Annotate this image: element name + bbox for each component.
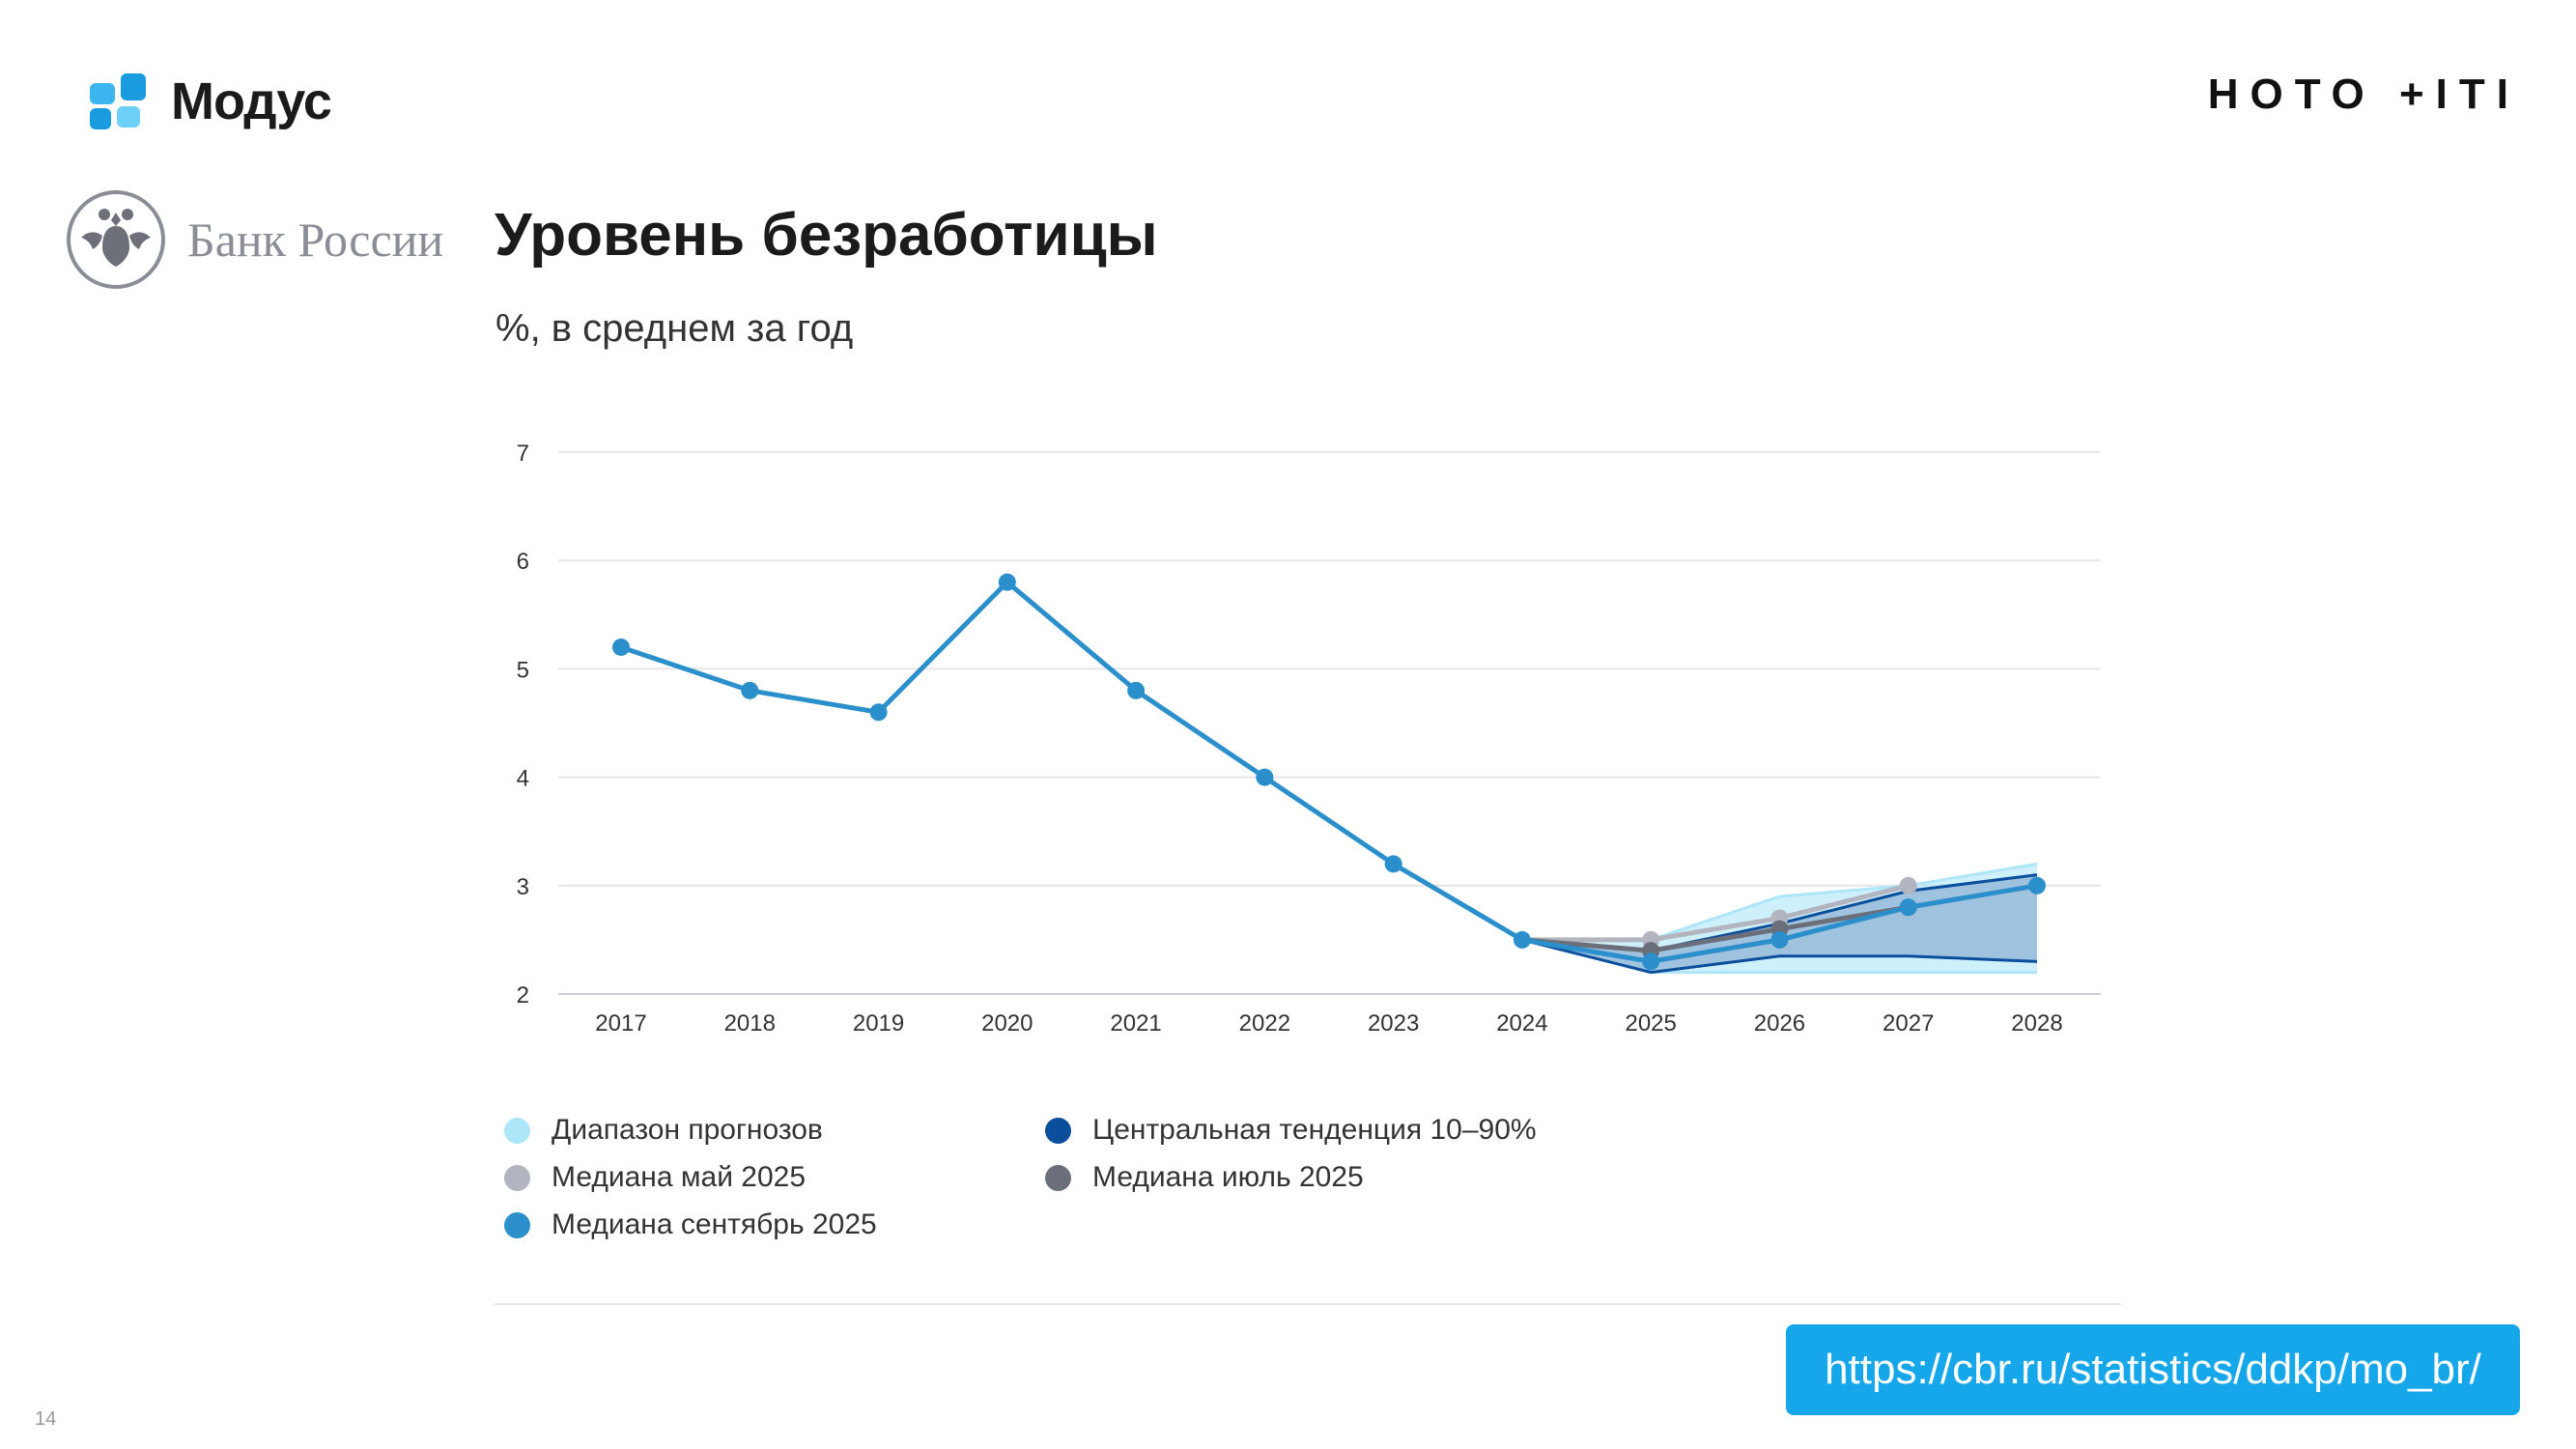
- x-tick-label: 2021: [1110, 1010, 1161, 1037]
- legend-label: Медиана май 2025: [552, 1161, 807, 1193]
- median-september-point: [1899, 898, 1917, 917]
- x-tick-label: 2028: [2011, 1010, 2062, 1037]
- eagle-emblem-icon: [67, 190, 165, 289]
- x-tick-label: 2018: [724, 1010, 776, 1037]
- modus-logo-icon: [90, 73, 146, 129]
- x-tick-label: 2022: [1239, 1010, 1290, 1037]
- central-tendency-band-lower: [1521, 938, 2038, 975]
- brand-name: Модус: [171, 72, 332, 130]
- legend-item-range: Диапазон прогнозов: [504, 1114, 823, 1147]
- median-may-line: [1521, 883, 1910, 943]
- legend-label: Медиана июль 2025: [1092, 1161, 1364, 1193]
- legend-item-central-tendency: Центральная тенденция 10–90%: [1045, 1114, 1537, 1147]
- y-tick-label: 4: [517, 766, 529, 792]
- chart-subtitle: %, в среднем за год: [495, 307, 854, 350]
- median-july-line: [1521, 904, 1910, 953]
- median-september-point: [1384, 855, 1402, 873]
- median-september-point: [1770, 930, 1789, 949]
- divider: [495, 1303, 2121, 1305]
- median-september-point: [1256, 768, 1274, 786]
- legend-swatch-icon: [1045, 1164, 1071, 1191]
- legend-swatch-icon: [1045, 1117, 1071, 1144]
- legend-swatch-icon: [504, 1117, 530, 1144]
- legend-swatch-icon: [504, 1211, 530, 1238]
- legend-label: Центральная тенденция 10–90%: [1092, 1114, 1537, 1146]
- median-september-point: [1642, 952, 1660, 971]
- legend-item-median-may: Медиана май 2025: [504, 1161, 806, 1194]
- legend-item-median-september: Медиана сентябрь 2025: [504, 1208, 877, 1241]
- x-tick-label: 2026: [1754, 1010, 1805, 1037]
- legend-label: Диапазон прогнозов: [552, 1114, 823, 1146]
- bank-of-russia-name: Банк России: [187, 213, 444, 267]
- median-september-point: [998, 573, 1016, 591]
- median-september-point: [1513, 930, 1531, 949]
- median-may-point: [1899, 876, 1917, 895]
- median-september-point: [741, 681, 759, 699]
- legend-label: Медиана сентябрь 2025: [552, 1208, 877, 1240]
- x-tick-label: 2027: [1882, 1010, 1934, 1037]
- brand-logo: Модус: [90, 71, 332, 131]
- x-tick-label: 2023: [1368, 1010, 1419, 1037]
- legend-item-median-july: Медиана июль 2025: [1045, 1161, 1364, 1194]
- median-september-point: [1127, 681, 1146, 699]
- median-september-point: [612, 638, 630, 656]
- median-september-point: [869, 703, 888, 722]
- y-tick-label: 7: [517, 440, 529, 467]
- partner-logo: НОТО +ITI: [2208, 68, 2520, 122]
- x-tick-label: 2017: [595, 1010, 646, 1037]
- y-tick-label: 2: [517, 982, 529, 1009]
- y-tick-label: 3: [517, 874, 529, 900]
- x-tick-label: 2024: [1496, 1010, 1547, 1037]
- x-tick-label: 2019: [853, 1010, 904, 1037]
- legend-swatch-icon: [504, 1164, 530, 1191]
- partner-logo-text: НОТО +ITI: [2207, 71, 2520, 118]
- page-title: Уровень безработицы: [495, 202, 1158, 269]
- x-tick-label: 2020: [981, 1010, 1033, 1037]
- page-number: 14: [35, 1408, 57, 1430]
- median-september-line: [620, 580, 2038, 964]
- bank-of-russia-logo: Банк России: [66, 189, 443, 290]
- x-tick-label: 2025: [1625, 1010, 1676, 1037]
- y-tick-label: 6: [517, 549, 529, 575]
- y-tick-label: 5: [517, 657, 529, 683]
- source-url-link[interactable]: https://cbr.ru/statistics/ddkp/mo_br/: [1786, 1324, 2520, 1415]
- median-september-point: [2028, 876, 2046, 895]
